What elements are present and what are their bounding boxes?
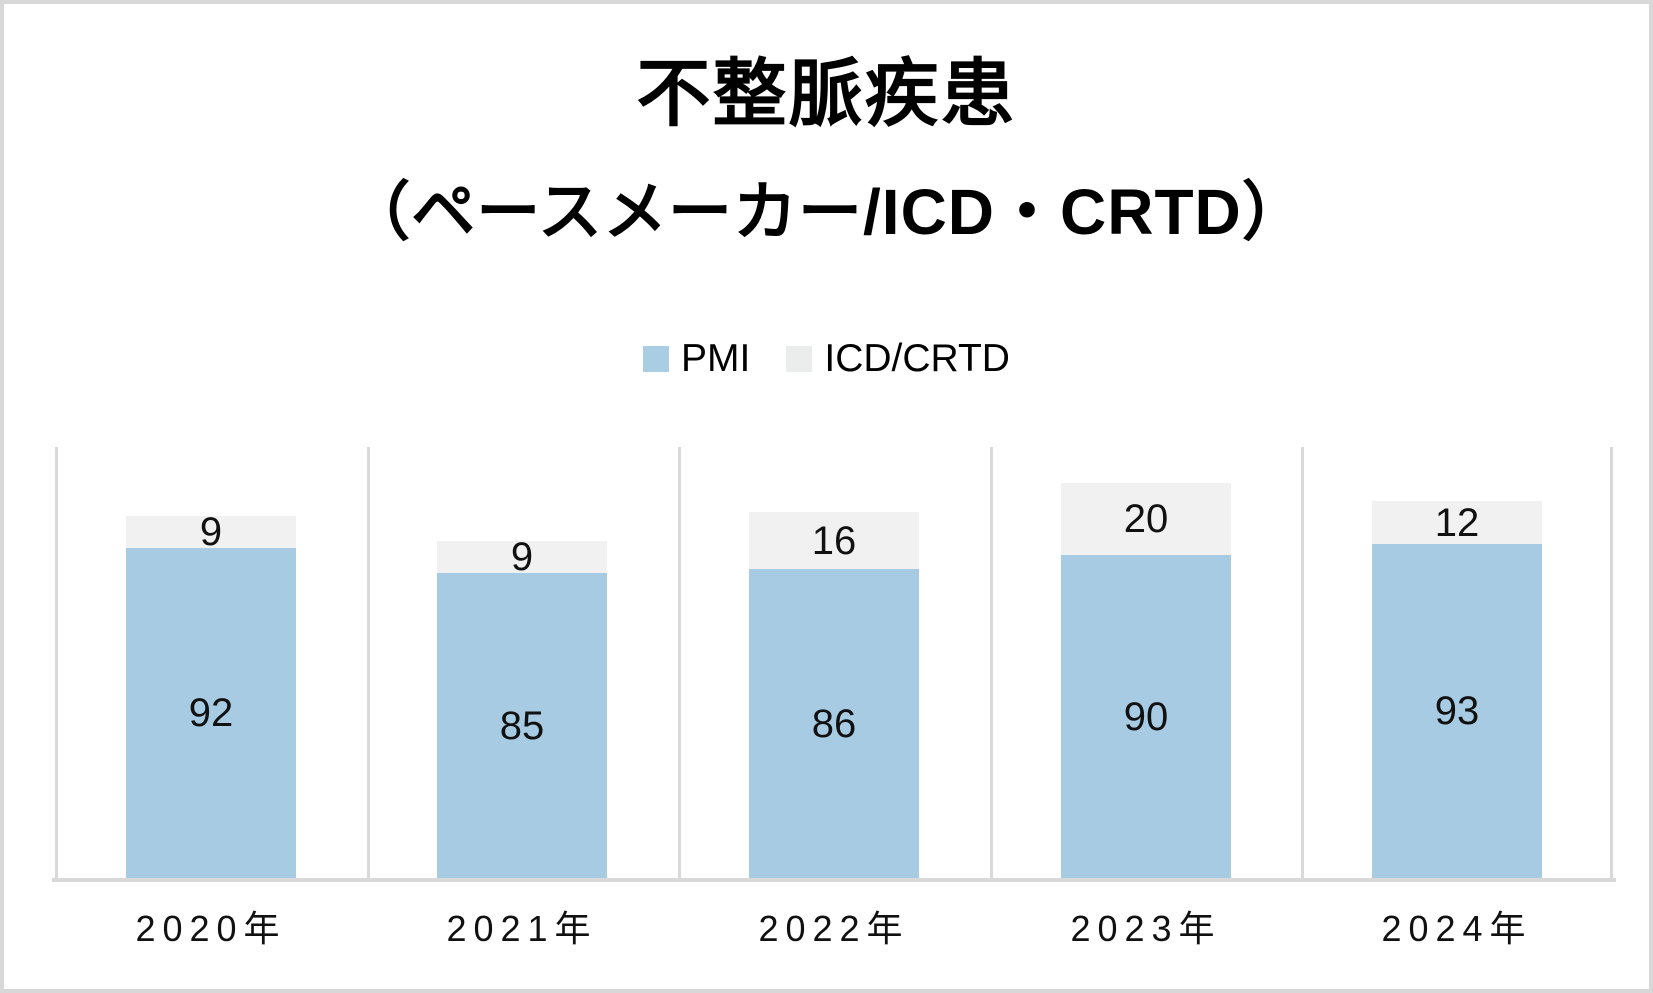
data-label: 93	[1434, 689, 1480, 733]
legend-swatch-pmi-icon	[643, 346, 670, 372]
chart-title-line2: （ペースメーカー/ICD・CRTD）	[346, 176, 1307, 248]
bar-segment-pmi-2024年: 93	[1372, 544, 1542, 878]
legend-item-icd-crtd: ICD/CRTD	[786, 338, 1010, 380]
data-label: 12	[1434, 500, 1480, 545]
bar-2024年: 93 12	[1372, 447, 1542, 878]
data-label: 16	[811, 518, 857, 563]
legend-label-icd-crtd: ICD/CRTD	[824, 337, 1010, 380]
bar-2020年: 92 9	[126, 447, 296, 878]
x-axis-label-2021年: 2021年	[446, 908, 598, 949]
bar-segment-icd-crtd-2022年: 16	[749, 512, 919, 569]
chart-title-line1: 不整脈疾患	[636, 52, 1017, 135]
bar-segment-pmi-2021年: 85	[437, 573, 607, 878]
data-label: 20	[1123, 497, 1169, 541]
gridline	[55, 447, 58, 878]
x-axis-label-2020年: 2020年	[135, 908, 287, 949]
gridline	[990, 447, 993, 878]
data-label: 90	[1123, 694, 1169, 739]
bar-2021年: 85 9	[437, 447, 607, 878]
data-label: 85	[499, 703, 545, 748]
x-axis-label-2022年: 2022年	[758, 908, 910, 949]
bar-segment-pmi-2022年: 86	[749, 569, 919, 878]
legend: PMI ICD/CRTD	[4, 338, 1649, 380]
data-label: 92	[188, 691, 234, 735]
x-axis-labels: 2020年 2021年 2022年 2023年 2024年	[55, 907, 1613, 957]
data-label: 9	[510, 535, 534, 579]
legend-swatch-icd-crtd-icon	[786, 346, 813, 372]
bar-2023年: 90 20	[1061, 447, 1231, 878]
gridline	[1301, 447, 1304, 878]
bar-2022年: 86 16	[749, 447, 919, 878]
x-axis-label-2023年: 2023年	[1070, 908, 1222, 949]
x-axis-label-2024年: 2024年	[1381, 908, 1533, 949]
bar-segment-icd-crtd-2020年: 9	[126, 512, 296, 552]
gridline	[678, 447, 681, 878]
plot-area: 92 9 85 9 86 16 90 20 93 12	[55, 447, 1613, 878]
legend-item-pmi: PMI	[643, 338, 750, 380]
x-axis-line	[52, 878, 1616, 882]
bar-segment-icd-crtd-2024年: 12	[1372, 501, 1542, 544]
gridline	[1610, 447, 1613, 878]
bar-segment-icd-crtd-2023年: 20	[1061, 483, 1231, 555]
bar-segment-pmi-2020年: 92	[126, 548, 296, 878]
bar-segment-pmi-2023年: 90	[1061, 555, 1231, 878]
gridline	[367, 447, 370, 878]
data-label: 86	[811, 701, 857, 746]
legend-label-pmi: PMI	[681, 337, 751, 380]
data-label: 9	[199, 510, 223, 554]
bar-segment-icd-crtd-2021年: 9	[437, 537, 607, 577]
